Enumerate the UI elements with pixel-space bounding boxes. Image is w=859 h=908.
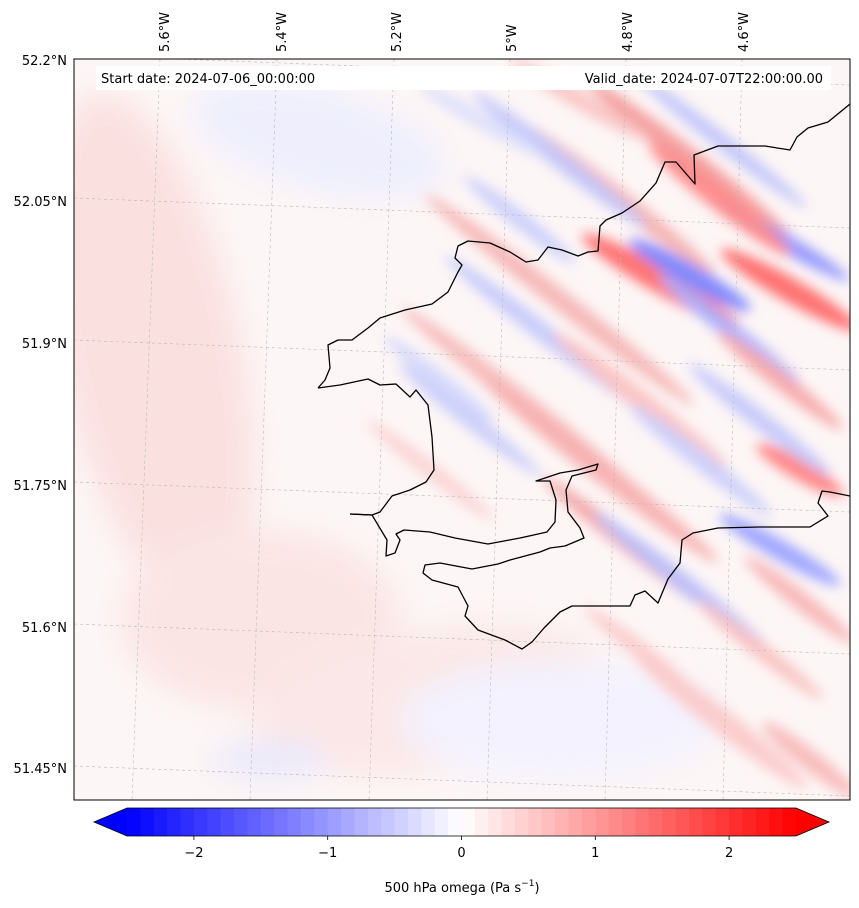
lon-label-5.2W: 5.2°W — [390, 12, 405, 52]
colorbar-tick-label: 1 — [591, 846, 599, 861]
map-frame — [73, 58, 851, 801]
lat-label-51.9N: 51.9°N — [22, 337, 67, 352]
lon-label-5.4W: 5.4°W — [275, 12, 290, 52]
latitude-axis: 52.2°N 52.05°N 51.9°N 51.75°N 51.6°N 51.… — [14, 54, 67, 777]
start-date-label: Start date: 2024-07-06_00:00:00 — [101, 72, 315, 87]
colorbar-label: 500 hPa omega (Pa s−1) — [384, 879, 539, 896]
map-panel: Start date: 2024-07-06_00:00:00 Valid_da… — [73, 58, 851, 801]
colorbar-tick-label: 0 — [457, 846, 465, 861]
lat-label-51.75N: 51.75°N — [14, 479, 67, 494]
colorbar-tick-label: 2 — [725, 846, 733, 861]
lon-label-5W: 5°W — [505, 24, 520, 52]
valid-date-label: Valid_date: 2024-07-07T22:00:00.00 — [585, 72, 823, 87]
lat-label-51.6N: 51.6°N — [22, 621, 67, 636]
colorbar-extend-min — [94, 808, 127, 836]
colorbar: −2 −1 0 1 2 500 hPa omega (Pa s−1) — [92, 807, 831, 896]
colorbar-tick-label: −2 — [184, 846, 203, 861]
lat-label-52.2N: 52.2°N — [22, 54, 67, 69]
lon-label-5.6W: 5.6°W — [158, 12, 173, 52]
header-strip — [96, 66, 831, 90]
colorbar-tick-label: −1 — [318, 846, 337, 861]
colorbar-gradient — [127, 808, 797, 836]
lon-label-4.8W: 4.8°W — [621, 12, 636, 52]
lat-label-52.05N: 52.05°N — [14, 195, 67, 210]
lat-label-51.45N: 51.45°N — [14, 762, 67, 777]
longitude-axis: 5.6°W 5.4°W 5.2°W 5°W 4.8°W 4.6°W — [158, 12, 752, 52]
colorbar-extend-max — [796, 808, 829, 836]
colorbar-outline — [92, 807, 831, 837]
lon-label-4.6W: 4.6°W — [737, 12, 752, 52]
omega-field — [74, 59, 850, 798]
coastline — [317, 103, 850, 650]
colorbar-ticks: −2 −1 0 1 2 — [184, 836, 733, 861]
